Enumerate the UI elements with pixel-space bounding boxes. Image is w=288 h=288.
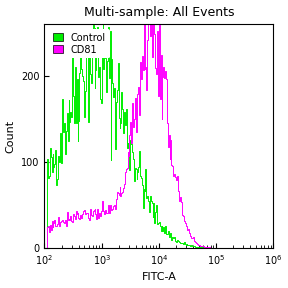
- X-axis label: FITC-A: FITC-A: [141, 272, 176, 283]
- Y-axis label: Count: Count: [5, 120, 16, 153]
- Legend: Control, CD81: Control, CD81: [49, 29, 110, 58]
- Title: Multi-sample: All Events: Multi-sample: All Events: [84, 5, 234, 18]
